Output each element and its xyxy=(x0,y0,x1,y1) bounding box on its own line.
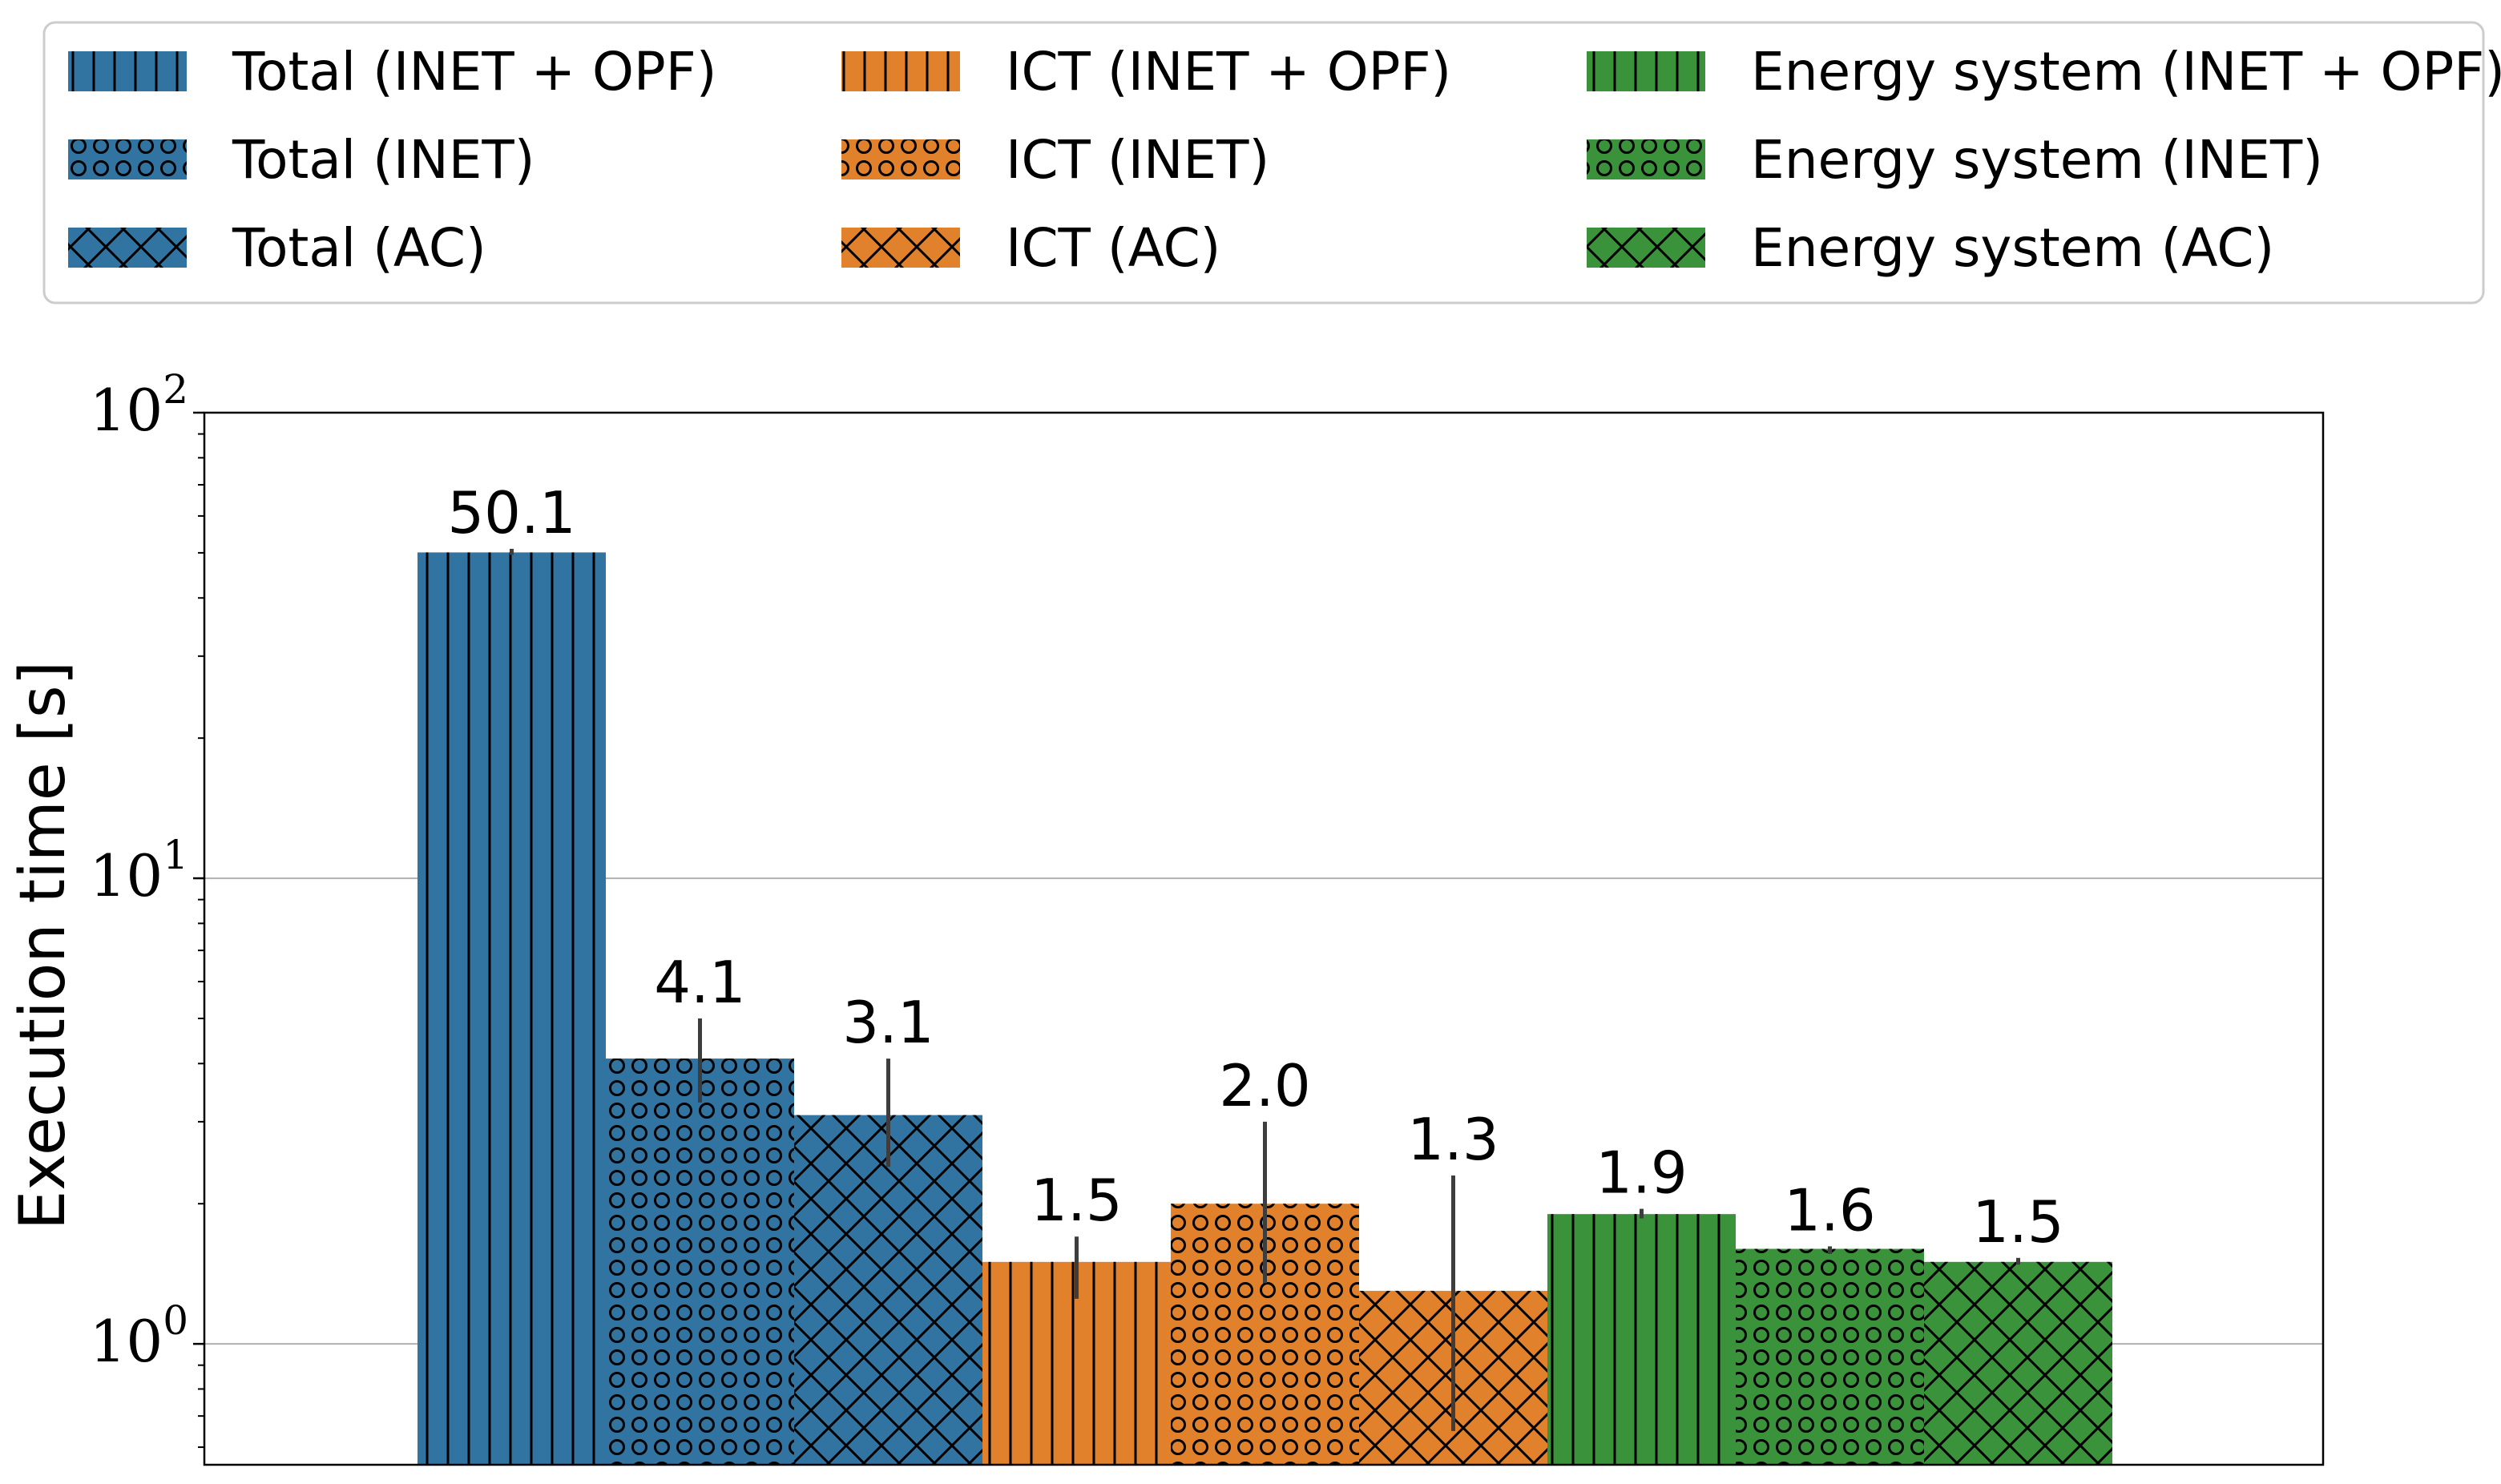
y-tick-label: 101 xyxy=(90,832,188,909)
bar-hatch xyxy=(1736,1248,1924,1465)
bar-8 xyxy=(1736,1248,1924,1465)
legend-label: Energy system (INET + OPF) xyxy=(1751,41,2501,103)
bar-hatch xyxy=(794,1115,982,1465)
legend-swatch-hatch xyxy=(68,228,187,268)
legend-entry: Total (AC) xyxy=(68,217,486,279)
legend-label: Total (AC) xyxy=(232,217,486,279)
legend-entry: ICT (INET + OPF) xyxy=(841,41,1451,103)
legend-swatch-hatch xyxy=(1587,139,1705,179)
legend-label: Total (INET + OPF) xyxy=(232,41,716,103)
legend-label: Energy system (INET) xyxy=(1751,129,2323,191)
legend-frame xyxy=(42,21,2485,304)
legend-swatch-hatch xyxy=(841,139,960,179)
value-label: 1.6 xyxy=(1784,1176,1876,1244)
legend-label: ICT (INET + OPF) xyxy=(1006,41,1451,103)
value-label: 1.3 xyxy=(1407,1106,1499,1173)
bar-hatch xyxy=(1547,1214,1736,1465)
legend-label: ICT (AC) xyxy=(1006,217,1220,279)
value-label: 1.5 xyxy=(1972,1188,2064,1256)
legend: Total (INET + OPF) Total (INET) Total (AC)… xyxy=(42,21,2501,304)
value-label: 50.1 xyxy=(447,479,575,546)
y-axis-label: Execution time [s] xyxy=(7,661,79,1230)
bar-2 xyxy=(606,1059,794,1465)
legend-entry: Energy system (INET + OPF) xyxy=(1587,41,2501,103)
value-label: 1.9 xyxy=(1595,1139,1688,1207)
legend-swatch-hatch xyxy=(1587,228,1705,268)
bar-3 xyxy=(794,1115,982,1465)
bar-hatch xyxy=(418,552,606,1465)
value-label: 3.1 xyxy=(842,989,934,1056)
bar-9 xyxy=(1924,1261,2112,1465)
legend-label: Total (INET) xyxy=(232,129,534,191)
legend-swatch-hatch xyxy=(841,51,960,91)
bar-1 xyxy=(418,552,606,1465)
value-label: 1.5 xyxy=(1031,1167,1123,1234)
legend-swatch-hatch xyxy=(68,51,187,91)
value-label: 4.1 xyxy=(654,949,746,1016)
legend-entry: Total (INET + OPF) xyxy=(68,41,716,103)
legend-swatch-hatch xyxy=(841,228,960,268)
legend-entry: Energy system (INET) xyxy=(1587,129,2323,191)
legend-entry: ICT (AC) xyxy=(841,217,1220,279)
legend-swatch-hatch xyxy=(1587,51,1705,91)
y-tick-label: 100 xyxy=(90,1297,188,1375)
legend-entry: Total (INET) xyxy=(68,129,534,191)
bar-hatch xyxy=(1924,1261,2112,1465)
legend-label: ICT (INET) xyxy=(1006,129,1269,191)
legend-swatch-hatch xyxy=(68,139,187,179)
bar-hatch xyxy=(606,1059,794,1465)
bar-7 xyxy=(1547,1214,1736,1465)
value-label: 2.0 xyxy=(1219,1052,1311,1119)
legend-entry: ICT (INET) xyxy=(841,129,1269,191)
legend-label: Energy system (AC) xyxy=(1751,217,2274,279)
plot-area: 50.1 4.1 3.1 1.5 2.0 1.3 1.9 1.6 1.5 100 101 102 E… xyxy=(7,366,2325,1466)
y-tick-label: 102 xyxy=(90,366,188,444)
plot-frame xyxy=(203,411,2325,1466)
legend-entry: Energy system (AC) xyxy=(1587,217,2274,279)
